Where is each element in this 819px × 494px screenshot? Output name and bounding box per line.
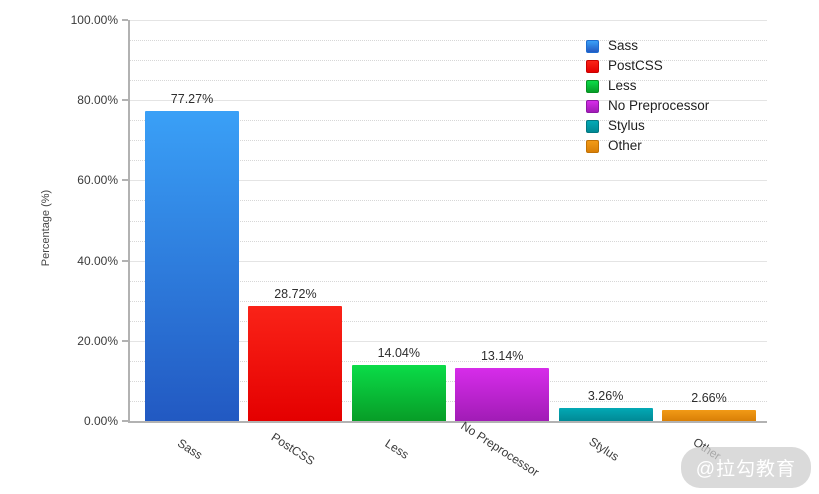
minor-gridline-25	[130, 320, 767, 322]
y-tick-label-20: 20.00%	[77, 333, 118, 348]
bar-value-label-no-preprocessor: 13.14%	[480, 349, 524, 364]
x-tick-label-postcss: PostCSS	[269, 429, 318, 469]
minor-gridline-30	[130, 300, 767, 302]
y-tick-label-0: 0.00%	[83, 414, 118, 428]
legend-item-sass[interactable]: Sass	[586, 36, 709, 56]
bar-value-label-sass: 77.27%	[170, 92, 214, 107]
y-tick-mark-0	[122, 420, 128, 422]
minor-gridline-95	[130, 40, 767, 42]
watermark-badge: @拉勾教育	[680, 447, 811, 488]
minor-gridline-10	[130, 380, 767, 382]
minor-gridline-65	[130, 160, 767, 162]
y-tick-label-60: 60.00%	[77, 173, 118, 188]
y-tick-mark-100	[122, 19, 128, 21]
legend-swatch-icon-postcss	[586, 59, 599, 73]
major-gridline-20	[130, 340, 767, 342]
legend-label-other: Other	[608, 138, 642, 154]
minor-gridline-85	[130, 80, 767, 82]
y-tick-mark-60	[122, 179, 128, 182]
bar-value-label-postcss: 28.72%	[274, 286, 317, 301]
minor-gridline-55	[130, 200, 767, 202]
minor-gridline-90	[130, 60, 767, 62]
bar-sass[interactable]	[145, 111, 239, 421]
legend-item-no-preprocessor[interactable]: No Preprocessor	[586, 96, 709, 116]
bar-value-label-less: 14.04%	[377, 345, 420, 360]
legend-swatch-icon-no-preprocessor	[586, 99, 599, 113]
legend-swatch-icon-less	[586, 79, 599, 93]
minor-gridline-5	[130, 400, 767, 402]
legend-item-postcss[interactable]: PostCSS	[586, 56, 709, 76]
bar-postcss[interactable]	[248, 305, 343, 421]
y-tick-mark-20	[122, 339, 128, 342]
minor-gridline-50	[130, 220, 767, 222]
x-tick-label-sass: Sass	[174, 435, 206, 463]
y-tick-label-80: 80.00%	[77, 93, 118, 108]
y-tick-label-100: 100.00%	[70, 13, 118, 27]
bar-other[interactable]	[662, 410, 756, 421]
y-tick-mark-80	[122, 99, 128, 102]
minor-gridline-35	[130, 280, 767, 282]
legend-swatch-icon-stylus	[586, 119, 599, 133]
legend-item-stylus[interactable]: Stylus	[586, 116, 709, 136]
legend-label-less: Less	[608, 78, 637, 94]
minor-gridline-70	[130, 140, 767, 142]
minor-gridline-15	[130, 360, 767, 362]
x-tick-label-stylus: Stylus	[586, 434, 622, 464]
legend-label-sass: Sass	[608, 38, 639, 54]
minor-gridline-75	[130, 120, 767, 122]
legend: Sass PostCSS Less No Preprocessor Stylus Othe…	[586, 36, 709, 156]
major-gridline-40	[130, 260, 767, 262]
minor-gridline-45	[130, 240, 767, 242]
legend-label-postcss: PostCSS	[608, 58, 663, 74]
legend-label-stylus: Stylus	[608, 118, 645, 134]
legend-swatch-icon-other	[586, 139, 599, 153]
major-gridline-60	[130, 180, 767, 182]
bar-less[interactable]	[351, 364, 446, 421]
x-tick-label-less: Less	[382, 436, 412, 462]
major-gridline-80	[130, 100, 767, 102]
legend-label-no-preprocessor: No Preprocessor	[608, 98, 710, 114]
major-gridline-100	[130, 20, 767, 21]
bar-value-label-other: 2.66%	[691, 391, 727, 406]
plot-area: 77.27% 28.72% 14.04% 13.14% 3.26% 2.66%	[122, 19, 767, 423]
x-tick-label-no-preprocessor: No Preprocessor	[458, 418, 542, 480]
legend-item-other[interactable]: Other	[586, 136, 709, 156]
legend-item-less[interactable]: Less	[586, 76, 709, 96]
legend-swatch-icon-sass	[586, 39, 599, 53]
bar-stylus[interactable]	[558, 407, 653, 421]
y-tick-mark-40	[122, 259, 128, 262]
bar-no-preprocessor[interactable]	[455, 368, 550, 421]
bar-value-label-stylus: 3.26%	[587, 388, 624, 403]
y-tick-label-40: 40.00%	[77, 253, 118, 268]
